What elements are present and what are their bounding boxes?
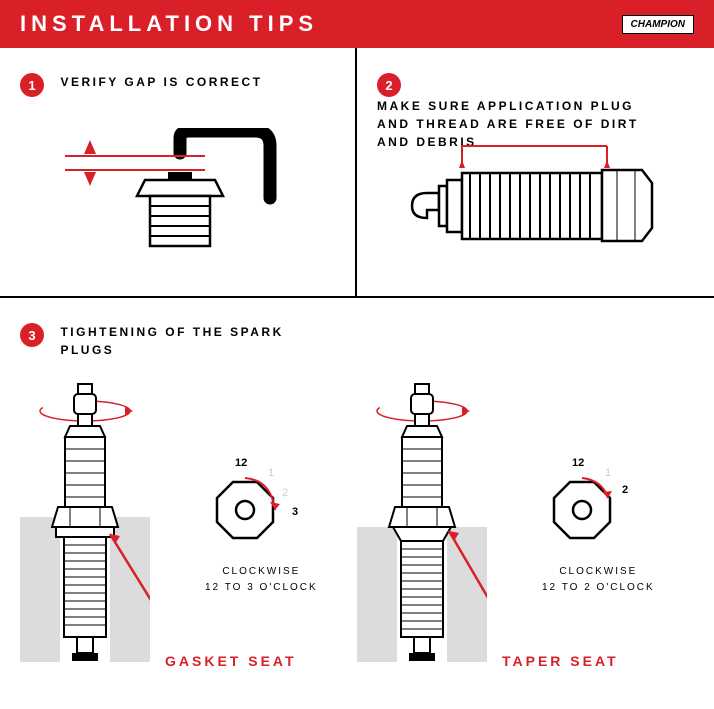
gasket-clock-label: CLOCKWISE 12 TO 3 O'CLOCK [205, 564, 318, 596]
taper-clock-label: CLOCKWISE 12 TO 2 O'CLOCK [542, 564, 655, 596]
clock-12: 12 [235, 457, 247, 469]
step-3-text: TIGHTENING OF THE SPARK PLUGS [60, 323, 340, 359]
clock-3: 3 [292, 506, 298, 518]
step-2-badge: 2 [377, 73, 401, 97]
step-3-badge: 3 [20, 323, 44, 347]
header-bar: INSTALLATION TIPS CHAMPION [0, 0, 714, 48]
gasket-seat-label: GASKET SEAT [165, 653, 297, 669]
brand-logo: CHAMPION [622, 15, 694, 34]
clock-1-gray: 1 [268, 467, 274, 479]
step-1-text: VERIFY GAP IS CORRECT [60, 73, 262, 91]
clock-12-r: 12 [572, 457, 584, 469]
taper-clock-icon [542, 474, 622, 554]
clock-2-r: 2 [622, 484, 628, 496]
taper-plug-icon [357, 379, 487, 679]
thread-diagram-icon [407, 138, 667, 268]
tightening-content: 12 1 2 3 CLOCKWISE 12 TO 3 O'CLOCK GASKE… [20, 379, 694, 709]
step-3-panel: 3 TIGHTENING OF THE SPARK PLUGS [0, 298, 714, 698]
step-2-panel: 2 MAKE SURE APPLICATION PLUG AND THREAD … [357, 48, 714, 296]
taper-seat-label: TAPER SEAT [502, 653, 619, 669]
step-1-panel: 1 VERIFY GAP IS CORRECT [0, 48, 357, 296]
gasket-plug-icon [20, 379, 150, 679]
top-row: 1 VERIFY GAP IS CORRECT 2 MAKE SURE APPL… [0, 48, 714, 298]
gap-diagram-icon [60, 128, 290, 278]
taper-seat-column: 12 1 2 CLOCKWISE 12 TO 2 O'CLOCK TAPER S… [357, 379, 694, 709]
clock-1-gray-r: 1 [605, 467, 611, 479]
page-title: INSTALLATION TIPS [20, 11, 318, 37]
step-1-badge: 1 [20, 73, 44, 97]
gasket-clock-icon [205, 474, 285, 554]
clock-2-gray: 2 [282, 487, 288, 499]
gasket-seat-column: 12 1 2 3 CLOCKWISE 12 TO 3 O'CLOCK GASKE… [20, 379, 357, 709]
